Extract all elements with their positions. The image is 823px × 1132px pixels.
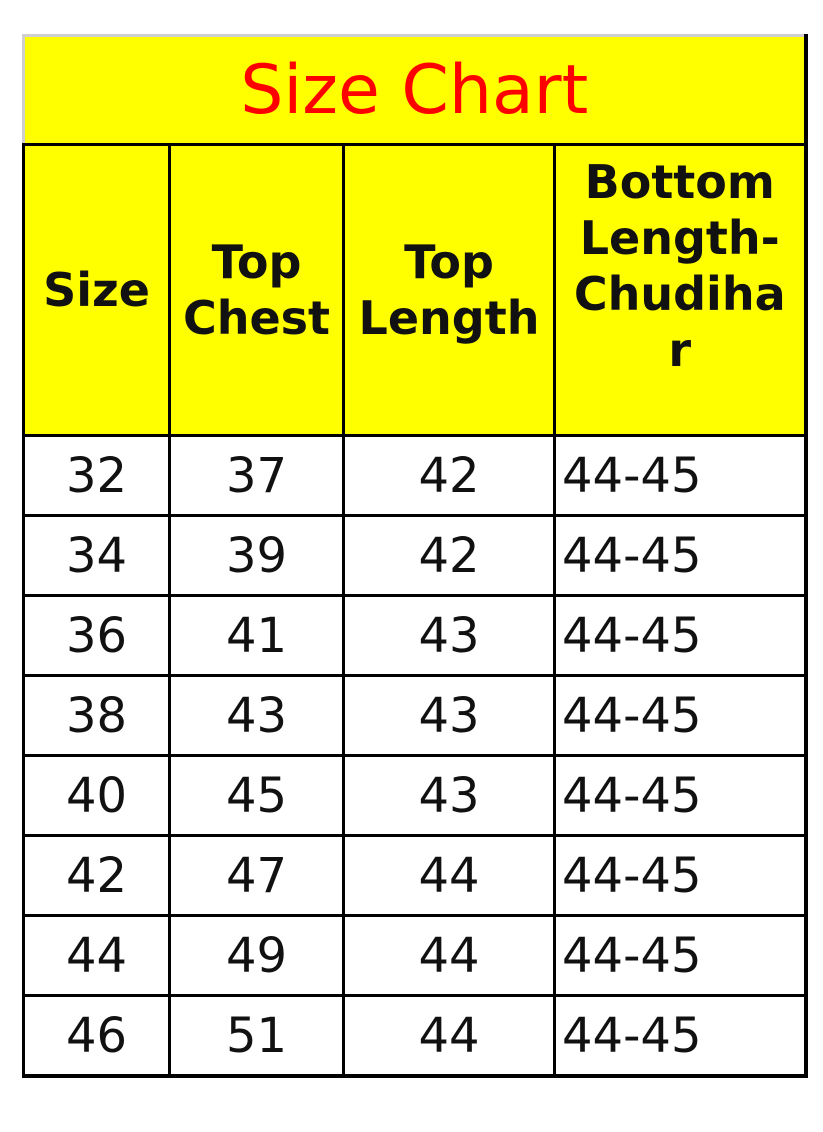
cell-bottom-length: 44-45 [552, 434, 808, 517]
table-row: 32 37 42 44-45 [22, 434, 808, 517]
cell-bottom-length: 44-45 [552, 514, 808, 597]
cell-bottom-length: 44-45 [552, 914, 808, 997]
header-text: Length [358, 291, 540, 345]
cell-size: 42 [22, 834, 171, 917]
cell-top-chest: 43 [168, 674, 345, 757]
cell-bottom-length: 44-45 [552, 754, 808, 837]
cell-bottom-length: 44-45 [552, 994, 808, 1078]
header-text: Top [404, 235, 494, 289]
header-bottom-length: Bottom Length- Chudiha r [552, 143, 808, 437]
cell-size: 32 [22, 434, 171, 517]
cell-top-chest: 37 [168, 434, 345, 517]
table-row: 46 51 44 44-45 [22, 994, 808, 1078]
cell-bottom-length: 44-45 [552, 834, 808, 917]
cell-size: 44 [22, 914, 171, 997]
cell-top-chest: 49 [168, 914, 345, 997]
header-text: Chudiha [573, 267, 786, 321]
cell-top-length: 42 [342, 434, 556, 517]
header-size: Size [22, 143, 171, 437]
cell-top-chest: 51 [168, 994, 345, 1078]
header-text: Top [211, 235, 302, 289]
cell-top-chest: 47 [168, 834, 345, 917]
cell-size: 40 [22, 754, 171, 837]
cell-top-chest: 45 [168, 754, 345, 837]
table-row: 42 47 44 44-45 [22, 834, 808, 917]
cell-size: 34 [22, 514, 171, 597]
cell-top-chest: 39 [168, 514, 345, 597]
header-text: r [668, 323, 692, 377]
table-row: 40 45 43 44-45 [22, 754, 808, 837]
cell-top-length: 43 [342, 754, 556, 837]
cell-size: 36 [22, 594, 171, 677]
cell-top-length: 44 [342, 834, 556, 917]
cell-size: 46 [22, 994, 171, 1078]
cell-top-length: 44 [342, 914, 556, 997]
cell-top-length: 44 [342, 994, 556, 1078]
header-text: Length- [579, 211, 780, 265]
cell-size: 38 [22, 674, 171, 757]
header-text: Size [43, 263, 150, 317]
table-row: 38 43 43 44-45 [22, 674, 808, 757]
table-row: 44 49 44 44-45 [22, 914, 808, 997]
table-row: 36 41 43 44-45 [22, 594, 808, 677]
cell-top-length: 43 [342, 674, 556, 757]
cell-bottom-length: 44-45 [552, 594, 808, 677]
cell-top-length: 43 [342, 594, 556, 677]
table-title: Size Chart [23, 35, 808, 146]
header-top-length: Top Length [342, 143, 556, 437]
header-row: Size Top Chest Top Length Bottom Length- Chu… [22, 143, 808, 437]
size-chart-table: Size Chart Size Top Chest Top Length Botto… [22, 34, 808, 1078]
table-row: 34 39 42 44-45 [22, 514, 808, 597]
cell-top-chest: 41 [168, 594, 345, 677]
header-text: Chest [182, 291, 331, 345]
cell-top-length: 42 [342, 514, 556, 597]
cell-bottom-length: 44-45 [552, 674, 808, 757]
header-top-chest: Top Chest [168, 143, 345, 437]
header-text: Bottom [584, 155, 775, 209]
